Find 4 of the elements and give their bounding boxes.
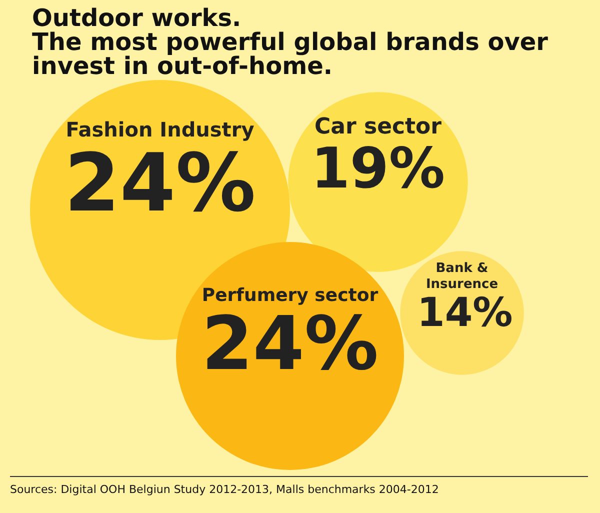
category-label: Perfumery sector xyxy=(200,284,380,306)
category-label: Bank & Insurence xyxy=(424,261,500,292)
source-note: Sources: Digital OOH Belgiun Study 2012-2013, Malls benchmarks 2004-2012 xyxy=(10,483,440,496)
data-label: 14% xyxy=(417,290,513,336)
